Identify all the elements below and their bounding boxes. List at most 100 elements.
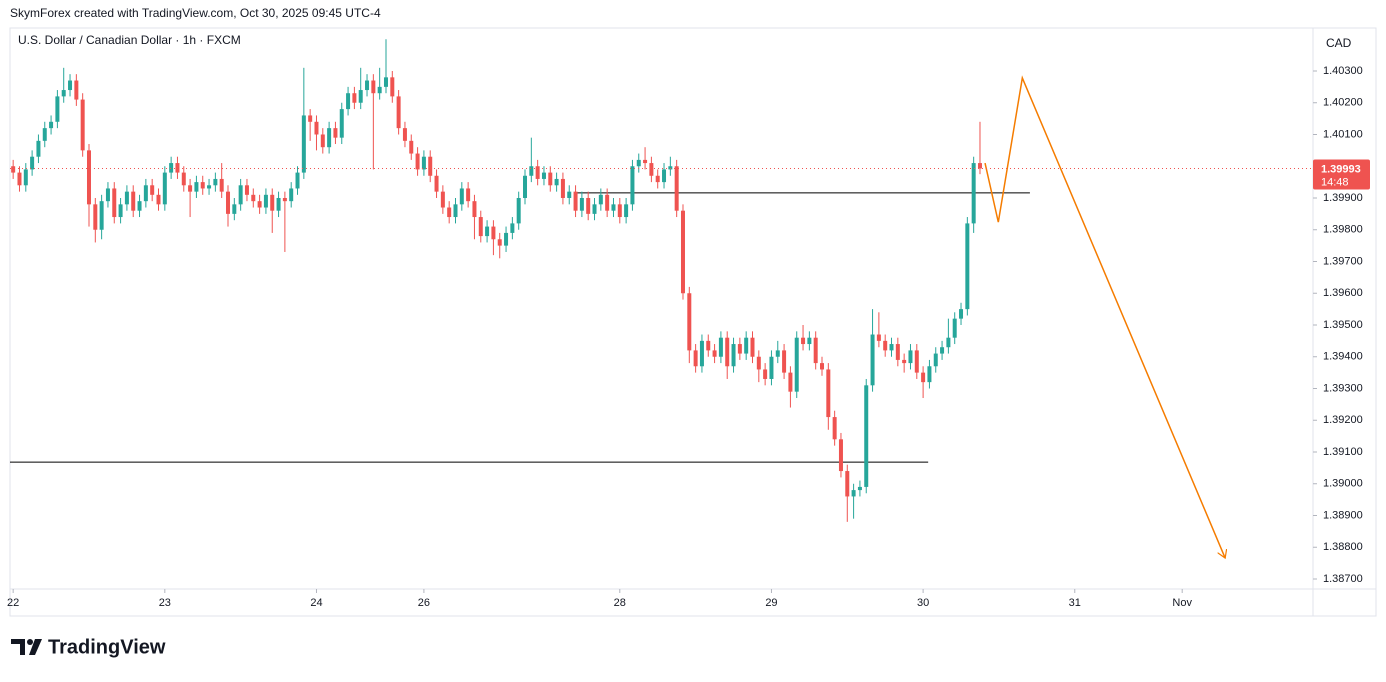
- candle-body: [977, 163, 982, 169]
- candle-body: [643, 159, 648, 164]
- candle-body: [447, 207, 452, 218]
- candle-body: [49, 121, 54, 129]
- candle-body: [358, 90, 363, 103]
- candle-body: [257, 201, 262, 208]
- candle-body: [807, 337, 812, 345]
- candle-body: [611, 204, 616, 211]
- candle-body: [390, 77, 395, 97]
- x-tick-label: 26: [418, 597, 430, 609]
- candle-body: [207, 185, 212, 189]
- candle-body: [801, 337, 806, 345]
- candle-body: [838, 439, 843, 472]
- candle-body: [93, 204, 98, 230]
- candle-body: [946, 337, 951, 348]
- candle-body: [346, 93, 351, 110]
- candle-body: [232, 204, 237, 214]
- candle-body: [737, 344, 742, 354]
- candle-body: [636, 159, 641, 167]
- candle-body: [586, 197, 591, 214]
- candle-body: [295, 172, 300, 189]
- x-tick-label: 23: [159, 597, 171, 609]
- candle-body: [624, 204, 629, 218]
- candle-body: [194, 182, 199, 192]
- candle-body: [491, 226, 496, 240]
- candle-body: [820, 363, 825, 370]
- y-tick-label: 1.40100: [1323, 128, 1363, 140]
- candle-body: [320, 134, 325, 148]
- candle-body: [11, 166, 16, 173]
- candle-body: [478, 217, 483, 237]
- candle-body: [560, 178, 565, 198]
- brand: TradingView: [48, 636, 166, 658]
- candle-body: [649, 163, 654, 176]
- candle-body: [617, 204, 622, 218]
- candle-body: [914, 350, 919, 373]
- candle-body: [832, 417, 837, 440]
- y-tick-label: 1.39700: [1323, 255, 1363, 267]
- candle-body: [181, 172, 186, 186]
- candle-body: [548, 172, 553, 186]
- candle-body: [105, 188, 110, 202]
- candle-body: [687, 293, 692, 351]
- candle-body: [592, 204, 597, 214]
- candle-body: [339, 109, 344, 138]
- y-tick-label: 1.39900: [1323, 192, 1363, 204]
- candle-body: [706, 340, 711, 351]
- candle-body: [921, 372, 926, 383]
- candle-body: [276, 197, 281, 211]
- y-tick-label: 1.38900: [1323, 509, 1363, 521]
- candle-body: [68, 80, 73, 91]
- brand-logo: [11, 639, 42, 655]
- currency: CAD: [1326, 36, 1352, 50]
- candle-body: [327, 128, 332, 148]
- candle-body: [908, 350, 913, 364]
- candle-body: [270, 194, 275, 211]
- candle-body: [567, 191, 572, 198]
- candle-body: [23, 169, 28, 186]
- y-tick-label: 1.39200: [1323, 414, 1363, 426]
- y-tick-label: 1.39800: [1323, 224, 1363, 236]
- y-tick-label: 1.39300: [1323, 382, 1363, 394]
- candle-body: [668, 166, 673, 170]
- candle-body: [794, 337, 799, 392]
- candle-body: [396, 96, 401, 129]
- candle-body: [788, 372, 793, 392]
- candle-body: [813, 337, 818, 364]
- y-tick-label: 1.39500: [1323, 319, 1363, 331]
- candle-body: [864, 385, 869, 487]
- candle-body: [383, 77, 388, 87]
- candle-body: [605, 194, 610, 211]
- candle-body: [554, 178, 559, 186]
- x-tick-label: 24: [310, 597, 322, 609]
- candle-body: [870, 334, 875, 386]
- candle-body: [940, 347, 945, 354]
- candle-body: [851, 490, 856, 497]
- candle-body: [409, 140, 414, 154]
- y-tick-label: 1.39600: [1323, 287, 1363, 299]
- y-tick-label: 1.38700: [1323, 573, 1363, 585]
- candle-body: [857, 486, 862, 491]
- candle-body: [680, 210, 685, 294]
- candle-body: [200, 182, 205, 189]
- candle-body: [175, 163, 180, 173]
- candle-body: [42, 128, 47, 141]
- candle-body: [845, 471, 850, 497]
- candle-body: [86, 150, 91, 205]
- candle-body: [782, 350, 787, 373]
- candle-body: [365, 80, 370, 91]
- candle-body: [535, 166, 540, 179]
- x-tick-label: 22: [7, 597, 19, 609]
- candle-body: [541, 172, 546, 179]
- candle-body: [712, 350, 717, 357]
- candle-body: [718, 337, 723, 357]
- candle-body: [421, 156, 426, 170]
- candle-body: [516, 197, 521, 224]
- candle-body: [415, 153, 420, 170]
- candle-body: [763, 369, 768, 379]
- candle-body: [510, 223, 515, 233]
- candle-body: [655, 175, 660, 183]
- countdown: 14:48: [1321, 176, 1349, 188]
- chart-title: U.S. Dollar / Canadian Dollar · 1h · FXC…: [18, 33, 241, 47]
- candle-body: [226, 191, 231, 214]
- candle-body: [99, 201, 104, 230]
